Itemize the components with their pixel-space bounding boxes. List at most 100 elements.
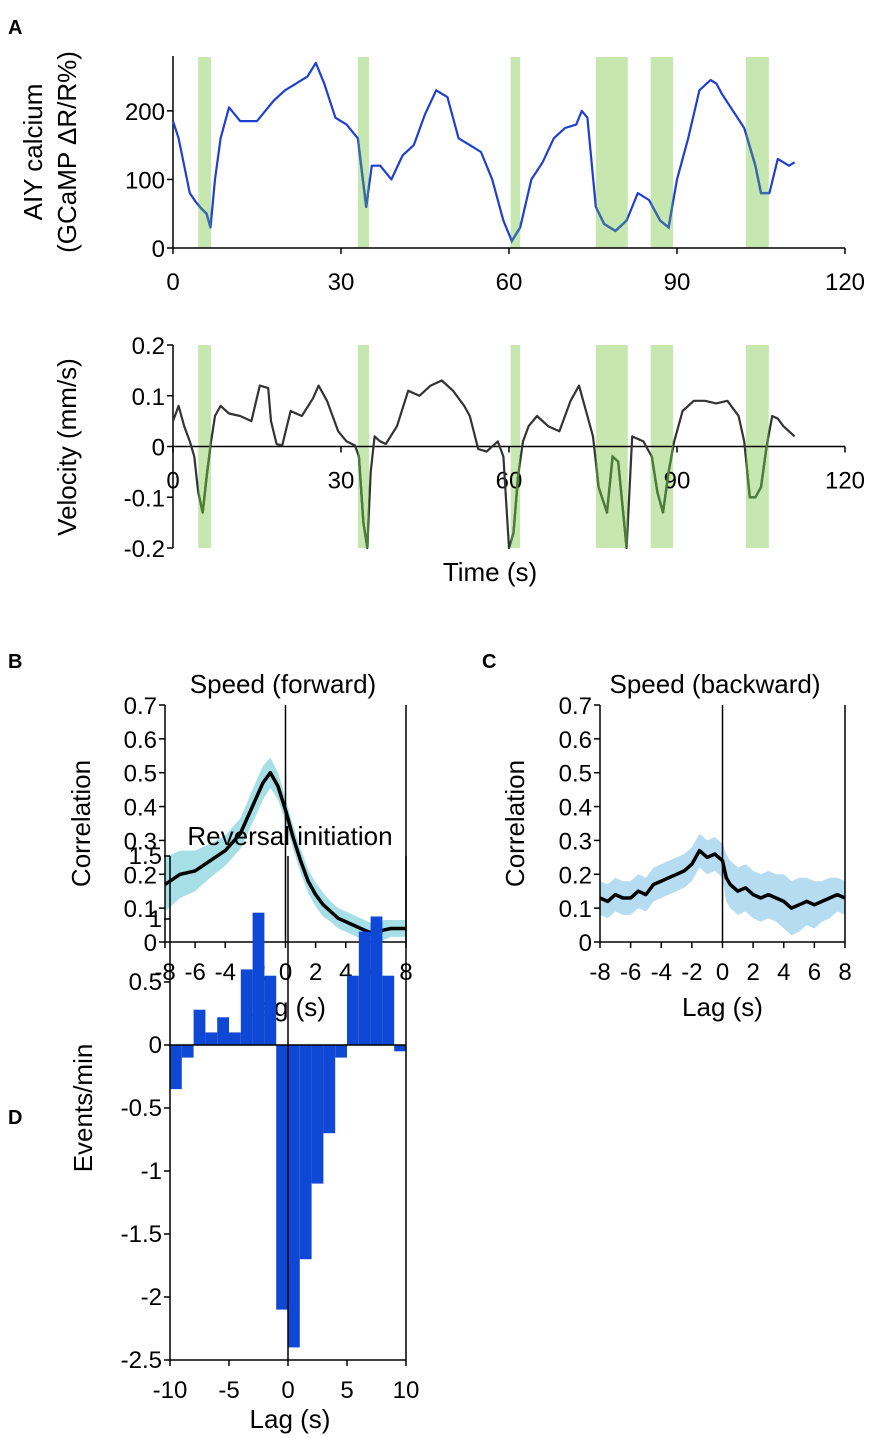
x-tick-label: 30	[328, 468, 355, 495]
x-tick-label: -5	[218, 1377, 239, 1404]
x-tick-label: 6	[808, 959, 821, 986]
x-tick-label: -8	[589, 959, 610, 986]
y-tick-label: 0	[579, 930, 592, 957]
x-tick-label: -4	[651, 959, 672, 986]
velocity-trace-shaded-segment	[198, 379, 769, 548]
x-tick-label: 120	[825, 269, 865, 296]
shaded-interval	[357, 57, 369, 248]
velocity-y-axis-title: Velocity (mm/s)	[52, 358, 82, 536]
histogram-bar	[193, 1009, 206, 1045]
y-tick-label: -0.2	[124, 536, 165, 563]
y-tick-label: 0	[144, 930, 157, 957]
histogram-bar	[382, 975, 395, 1045]
calcium-y-axis-title: AIY calcium	[18, 84, 48, 221]
x-tick-label: 120	[825, 468, 865, 495]
y-tick-label: 0.6	[124, 727, 157, 754]
mean-correlation-line	[599, 848, 846, 910]
histogram-bar	[288, 1045, 300, 1348]
histogram-bar	[335, 1045, 347, 1058]
x-tick-label: -4	[215, 959, 236, 986]
y-tick-label: 0.3	[559, 828, 592, 855]
y-tick-label: 0	[149, 1032, 162, 1059]
y-tick-label: 0.5	[124, 761, 157, 788]
x-tick-label: 0	[281, 1377, 294, 1404]
y-tick-label: 0.2	[559, 862, 592, 889]
calcium-trace	[171, 61, 796, 243]
velocity-trace	[171, 379, 796, 550]
panel-label-c: C	[482, 651, 496, 673]
chart-title: Speed (backward)	[610, 669, 821, 699]
y-tick-label: -0.1	[124, 485, 165, 512]
y-tick-label: -2	[141, 1284, 162, 1311]
histogram-bar	[358, 931, 371, 1045]
y-tick-label: 0.2	[124, 862, 157, 889]
panel-label-b: B	[8, 651, 22, 673]
shaded-interval	[650, 57, 674, 248]
x-tick-label: 4	[777, 959, 790, 986]
y-tick-label: 0.7	[124, 693, 157, 720]
x-tick-label: -2	[681, 959, 702, 986]
error-band	[600, 833, 845, 936]
x-tick-label: 10	[393, 1377, 420, 1404]
histogram-bar	[181, 1045, 194, 1058]
y-tick-label: -0.5	[121, 1095, 162, 1122]
y-tick-label: 0.6	[559, 727, 592, 754]
x-tick-label: 30	[328, 269, 355, 296]
chart-title: Reversal initiation	[187, 821, 392, 851]
mean-correlation-line	[164, 770, 406, 936]
y-tick-label: 0.5	[129, 969, 162, 996]
histogram-bar	[264, 975, 277, 1045]
shaded-interval	[745, 57, 769, 248]
panel-label-a: A	[8, 17, 22, 39]
y-tick-label: -2.5	[121, 1347, 162, 1374]
y-tick-label: 100	[125, 167, 165, 194]
x-tick-label: 2	[746, 959, 759, 986]
y-tick-label: 200	[125, 99, 165, 126]
histogram-bar	[229, 1032, 241, 1045]
x-tick-label: -6	[184, 959, 205, 986]
y-tick-label: 0	[152, 236, 165, 263]
y-tick-label: 0	[152, 435, 165, 462]
reversal-initiation-chart: -2.5 -2 -1.5 -1 -0.5 0 0.5 1 1.5 -10 -5 0 5 10 Reversa…	[68, 821, 419, 1434]
x-tick-label: 8	[838, 959, 851, 986]
y-tick-label: 0.5	[559, 761, 592, 788]
y-tick-label: 0.1	[559, 896, 592, 923]
y-tick-label: 0.1	[132, 384, 165, 411]
lag-x-axis-title: Lag (s)	[682, 992, 763, 1022]
histogram-bar	[299, 1045, 312, 1260]
histogram-bar	[347, 975, 359, 1045]
x-tick-label: 0	[279, 959, 292, 986]
chart-title: Speed (forward)	[190, 669, 376, 699]
time-x-axis-title: Time (s)	[443, 557, 537, 587]
y-tick-label: 1.5	[129, 843, 162, 870]
x-tick-label: 0	[716, 959, 729, 986]
y-tick-label: -1	[141, 1158, 162, 1185]
y-tick-label: 0.3	[124, 828, 157, 855]
y-tick-label: 0.1	[124, 896, 157, 923]
backward-speed-correlation-chart: 00.10.20.30.40.50.60.7-8 -6 -4 -2 0 2 4 6 8Speed…	[500, 669, 852, 1022]
x-tick-label: -6	[620, 959, 641, 986]
x-tick-label: -10	[153, 1377, 188, 1404]
histogram-bar	[276, 1045, 288, 1310]
histogram-bar	[323, 1045, 336, 1134]
correlation-y-axis-title: Correlation	[500, 760, 530, 887]
calcium-trace-chart: 0 100 200 0 30 60 90 120 AIY calcium (GCaMP ΔR/R%…	[18, 51, 865, 296]
shaded-interval	[198, 57, 212, 248]
histogram-bar	[205, 1032, 218, 1045]
y-tick-label: 0.4	[559, 795, 592, 822]
y-tick-label: -1.5	[121, 1221, 162, 1248]
events-y-axis-title: Events/min	[68, 1044, 98, 1173]
histogram-bar	[394, 1045, 406, 1052]
histogram-bar	[311, 1045, 324, 1184]
y-tick-label: 0.2	[132, 333, 165, 360]
y-tick-label: 0.4	[124, 795, 157, 822]
y-tick-label: 1	[149, 906, 162, 933]
x-tick-label: 60	[496, 269, 523, 296]
x-tick-label: 2	[309, 959, 322, 986]
shaded-interval	[510, 57, 521, 248]
histogram-bar	[170, 1045, 182, 1090]
panel-label-d: D	[8, 1107, 22, 1129]
lag-x-axis-title: Lag (s)	[250, 1404, 331, 1434]
